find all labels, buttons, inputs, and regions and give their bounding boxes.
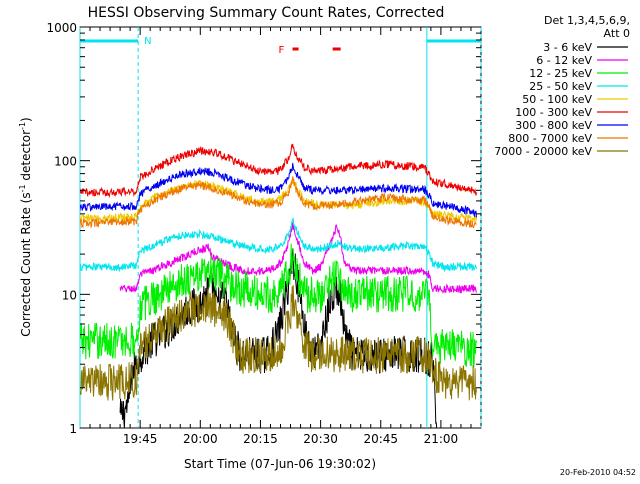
- flare-label: F: [279, 45, 285, 56]
- y-axis-label-end: ): [19, 117, 33, 122]
- legend-label-6: 300 - 800 keV: [515, 119, 592, 132]
- legend-label-0: 3 - 6 keV: [543, 41, 592, 54]
- legend-label-2: 12 - 25 keV: [529, 67, 592, 80]
- legend-label-4: 50 - 100 keV: [522, 93, 592, 106]
- y-axis-label: Corrected Count Rate (s-1 detector-1): [18, 117, 33, 336]
- x-tick-label-4: 20:45: [363, 432, 398, 446]
- series-layer: [80, 143, 477, 428]
- series-line-3: [80, 217, 477, 273]
- plot-area: N F 1 10 100 1000 19:45 20:00 20:15 20:30 20:45 21…: [46, 21, 482, 446]
- legend-label-3: 25 - 50 keV: [529, 80, 592, 93]
- legend-header-line2: Att 0: [604, 27, 630, 40]
- series-line-8: [80, 285, 477, 401]
- legend-header-line1: Det 1,3,4,5,6,9,: [544, 14, 630, 27]
- legend-label-5: 100 - 300 keV: [515, 106, 592, 119]
- footer-timestamp: 20-Feb-2010 04:52: [560, 468, 636, 477]
- y-axis-label-sup1: -1: [18, 184, 27, 192]
- x-axis-label: Start Time (07-Jun-06 19:30:02): [184, 457, 376, 471]
- x-tick-label-1: 20:00: [183, 432, 218, 446]
- y-tick-label-1: 10: [62, 288, 77, 302]
- y-tick-label-3: 1000: [46, 21, 77, 35]
- legend-label-7: 800 - 7000 keV: [508, 132, 592, 145]
- x-tick-label-3: 20:30: [303, 432, 338, 446]
- series-line-7: [80, 176, 477, 229]
- legend-label-8: 7000 - 20000 keV: [494, 145, 592, 158]
- y-axis-label-mid: detector: [19, 130, 33, 185]
- y-tick-label-2: 100: [54, 155, 77, 169]
- legend-label-1: 6 - 12 keV: [536, 54, 592, 67]
- series-line-5: [80, 143, 477, 198]
- y-axis-label-sup2: -1: [18, 122, 27, 130]
- night-label: N: [144, 36, 151, 47]
- y-axis-label-main: Corrected Count Rate (s: [19, 192, 33, 336]
- x-tick-label-5: 21:00: [424, 432, 459, 446]
- series-line-6: [80, 162, 477, 218]
- x-tick-label-0: 19:45: [123, 432, 158, 446]
- y-tick-label-0: 1: [69, 422, 77, 436]
- chart-title: HESSI Observing Summary Count Rates, Cor…: [88, 5, 445, 21]
- series-line-1: [119, 222, 477, 295]
- axes-layer: 1 10 100 1000 19:45 20:00 20:15 20:30 20:45 21:00: [46, 21, 481, 446]
- x-tick-label-2: 20:15: [243, 432, 278, 446]
- series-line-2: [80, 243, 477, 369]
